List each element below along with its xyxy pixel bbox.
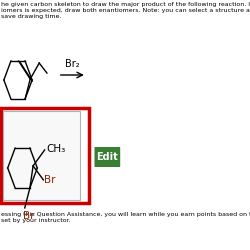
Text: CH₃: CH₃: [46, 144, 65, 154]
Text: Edit: Edit: [96, 152, 118, 162]
Text: he given carbon skeleton to draw the major product of the following reaction. If: he given carbon skeleton to draw the maj…: [1, 2, 250, 18]
Text: Br: Br: [24, 211, 35, 221]
Text: Br: Br: [44, 175, 56, 185]
Bar: [1, 108, 89, 203]
Text: essing this Question Assistance, you will learn while you earn points based on t: essing this Question Assistance, you wil…: [1, 212, 250, 223]
Bar: [3, 111, 80, 200]
Text: Br₂: Br₂: [65, 59, 80, 69]
FancyBboxPatch shape: [94, 147, 120, 167]
